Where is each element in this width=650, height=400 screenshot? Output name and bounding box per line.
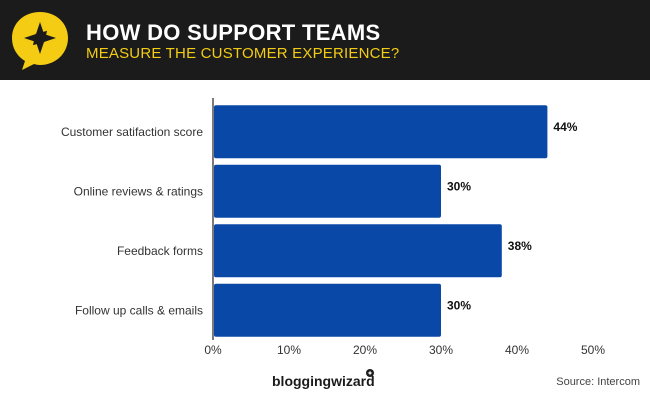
value-label-1: 44%	[553, 120, 577, 134]
bar-3	[214, 224, 502, 278]
value-label-2: 30%	[447, 179, 471, 193]
x-tick-label-6: 50%	[581, 343, 605, 357]
value-label-4: 30%	[447, 298, 471, 312]
value-label-3: 38%	[508, 239, 532, 253]
category-label-3: Feedback forms	[117, 244, 203, 258]
brand-star-icon	[366, 369, 374, 377]
bar-2	[214, 164, 441, 218]
brand-logo-text: bloggingwizard	[272, 373, 375, 389]
chart-title: HOW DO SUPPORT TEAMS	[86, 20, 381, 45]
x-tick-label-2: 10%	[277, 343, 301, 357]
x-tick-label-3: 20%	[353, 343, 377, 357]
bar-chart: Customer satifaction score 44% Online revi…	[0, 80, 650, 370]
bar-1	[214, 105, 548, 159]
x-tick-label-5: 40%	[505, 343, 529, 357]
star-speech-bubble-icon	[12, 12, 68, 70]
category-label-2: Online reviews & ratings	[74, 184, 203, 198]
category-label-4: Follow up calls & emails	[75, 303, 203, 317]
source-note: Source: Intercom	[556, 376, 640, 388]
category-label-1: Customer satifaction score	[61, 125, 203, 139]
bar-4	[214, 283, 441, 337]
header-banner: HOW DO SUPPORT TEAMS MEASURE THE CUSTOME…	[0, 0, 650, 80]
chart-subtitle: MEASURE THE CUSTOMER EXPERIENCE?	[86, 45, 400, 62]
x-tick-label-1: 0%	[204, 343, 222, 357]
x-tick-label-4: 30%	[429, 343, 453, 357]
bar-chart-svg: Customer satifaction score 44% Online revi…	[61, 98, 605, 357]
